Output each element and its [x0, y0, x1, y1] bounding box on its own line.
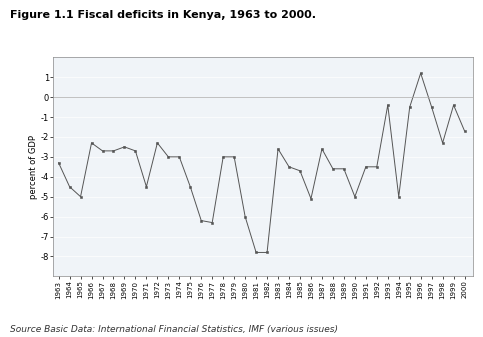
Text: Source Basic Data: International Financial Statistics, IMF (various issues): Source Basic Data: International Financi…: [10, 325, 338, 334]
Text: Figure 1.1 Fiscal deficits in Kenya, 1963 to 2000.: Figure 1.1 Fiscal deficits in Kenya, 196…: [10, 10, 316, 20]
Y-axis label: percent of GDP: percent of GDP: [29, 135, 38, 199]
